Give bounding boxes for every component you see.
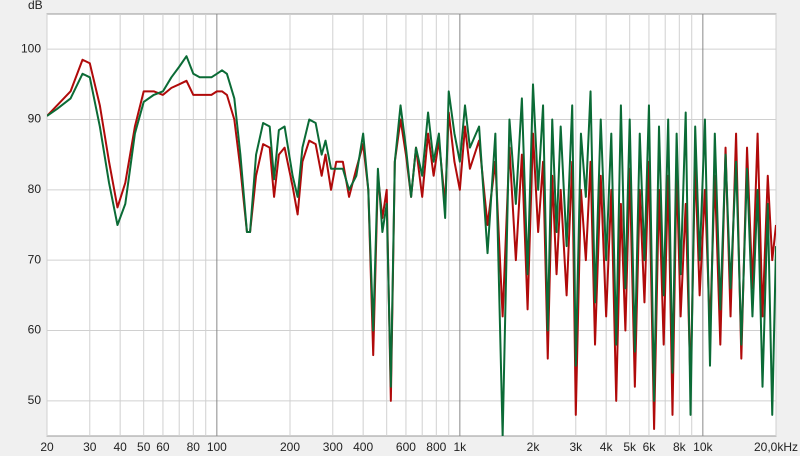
y-tick-label: 60 <box>28 323 42 337</box>
series-line <box>47 55 776 436</box>
x-tick-label: 6k <box>643 440 657 454</box>
x-tick-label: 1k <box>454 440 468 454</box>
x-tick-label: 8k <box>673 440 687 454</box>
x-tick-label: 100 <box>207 440 227 454</box>
x-tick-label: 80 <box>187 440 201 454</box>
x-tick-label: 60 <box>156 440 170 454</box>
x-tick-label: 800 <box>426 440 446 454</box>
x-tick-label: 2k <box>527 440 541 454</box>
x-tick-label: 20,0kHz <box>754 440 798 454</box>
y-axis-label: dB <box>28 0 43 12</box>
y-tick-label: 100 <box>21 41 41 55</box>
y-tick-label: 50 <box>28 393 42 407</box>
y-tick-label: 90 <box>28 112 42 126</box>
x-tick-label: 30 <box>83 440 97 454</box>
y-tick-label: 80 <box>28 182 42 196</box>
series-line <box>47 58 776 430</box>
x-tick-label: 3k <box>569 440 583 454</box>
x-tick-label: 10k <box>693 440 713 454</box>
x-tick-label: 40 <box>113 440 127 454</box>
x-tick-label: 20 <box>40 440 54 454</box>
x-tick-label: 400 <box>353 440 373 454</box>
y-tick-label: 70 <box>28 252 42 266</box>
x-tick-label: 200 <box>280 440 300 454</box>
x-tick-label: 300 <box>323 440 343 454</box>
x-tick-label: 600 <box>396 440 416 454</box>
x-tick-label: 50 <box>137 440 151 454</box>
x-tick-label: 5k <box>623 440 637 454</box>
x-tick-label: 4k <box>600 440 614 454</box>
